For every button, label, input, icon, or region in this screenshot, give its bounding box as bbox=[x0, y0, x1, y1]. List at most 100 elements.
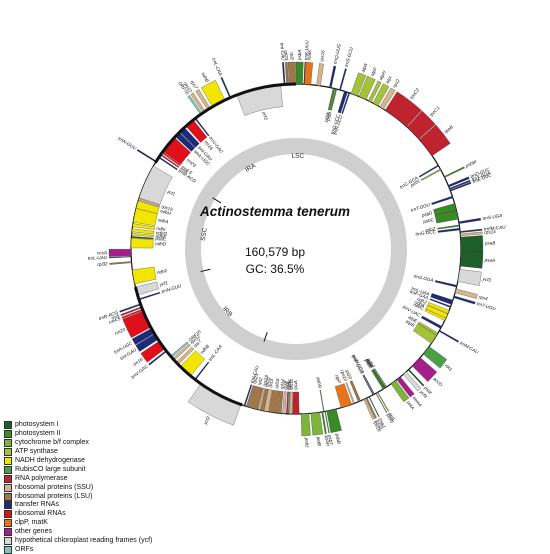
gene-label-rpoA: rpoA bbox=[293, 380, 298, 390]
gene-label-atpB: atpB bbox=[405, 319, 416, 328]
legend-swatch bbox=[4, 537, 12, 546]
gene-label-rpl22: rpl22 bbox=[264, 376, 271, 387]
gene-ndhC bbox=[424, 308, 447, 321]
gene-rbcL bbox=[422, 346, 448, 369]
gene-trnP-UGG bbox=[362, 375, 374, 396]
region-ira bbox=[154, 82, 296, 164]
gene-label-atpF: atpF bbox=[370, 65, 379, 77]
gene-trnN-GUU bbox=[136, 149, 157, 163]
gc-content: GC: 36.5% bbox=[245, 262, 305, 276]
gene-label-ndhH: ndhH bbox=[160, 208, 173, 216]
gene-label-rps8: rps8 bbox=[283, 380, 289, 390]
gene-label-petN: petN bbox=[409, 178, 421, 188]
gene-label-trnK-UUU: trnK-UUU bbox=[304, 40, 310, 61]
gene-label-rpl14: rpl14 bbox=[279, 378, 285, 389]
gene-label-rps16: rps16 bbox=[319, 50, 326, 63]
region-boundary-tick bbox=[263, 332, 268, 342]
gene-psbF bbox=[372, 369, 386, 389]
gene-label-rpl36: rpl36 bbox=[287, 379, 292, 390]
gene-rps19 bbox=[257, 388, 266, 411]
legend-label: ribosomal proteins (SSU) bbox=[15, 483, 94, 491]
gene-petD bbox=[300, 413, 311, 437]
gene-rps8 bbox=[282, 391, 287, 414]
gene-ndhF bbox=[132, 266, 157, 284]
gene-label-ccsA: ccsA bbox=[97, 250, 107, 255]
gene-cemA bbox=[396, 376, 415, 398]
gene-ndhH bbox=[135, 200, 160, 214]
legend-item: NADH dehydrogenase bbox=[4, 457, 204, 466]
region-boundary-tick bbox=[200, 268, 211, 273]
gene-psbI bbox=[330, 88, 338, 111]
gene-label-rps12: rps12 bbox=[339, 369, 348, 382]
legend-swatch bbox=[4, 448, 12, 457]
gene-petL bbox=[377, 391, 390, 412]
region-label-ira: IRA bbox=[244, 162, 257, 174]
gene-label-psbC: psbC bbox=[422, 217, 435, 224]
legend-swatch bbox=[4, 474, 12, 483]
gene-psaI bbox=[407, 368, 425, 387]
gene-label-trnI-CAU: trnI-CAU bbox=[279, 42, 285, 61]
gene-label-trnQ-UUG: trnQ-UUG bbox=[333, 43, 342, 65]
legend-swatch bbox=[4, 457, 12, 465]
gene-label-ndhA: ndhA bbox=[158, 217, 170, 224]
gene-label-trnR-ACG: trnR-ACG bbox=[98, 310, 119, 322]
gene-label-rpl2: rpl2 bbox=[289, 52, 294, 60]
gene-label-ycf4: ycf4 bbox=[418, 389, 428, 400]
gene-label-trnN-GUU: trnN-GUU bbox=[117, 136, 138, 151]
legend-label: other genes bbox=[15, 528, 52, 536]
legend-swatch bbox=[4, 510, 12, 519]
legend-swatch bbox=[4, 430, 12, 439]
gene-trnM-CAU bbox=[438, 330, 459, 343]
gene-label-ycf1: ycf1 bbox=[158, 280, 169, 287]
species-name: Actinostemma tenerum bbox=[199, 204, 351, 219]
gene-label-ndhI: ndhI bbox=[156, 226, 166, 232]
gene-psbA bbox=[295, 61, 304, 85]
gene-label-atpA: atpA bbox=[360, 62, 368, 73]
gene-label-petD: petD bbox=[304, 437, 310, 449]
gene-trnF-GAA bbox=[429, 298, 451, 308]
gene-label-rps12: rps12 bbox=[183, 81, 194, 94]
gene-trnQ-UUG bbox=[329, 65, 337, 88]
legend-item: photosystem II bbox=[4, 430, 204, 439]
gene-label-psbN: psbN bbox=[316, 376, 323, 389]
gene-ycf3 bbox=[457, 269, 482, 286]
gene-label-psbH: psbH bbox=[324, 434, 331, 447]
gene-trnS-GGA bbox=[434, 280, 458, 288]
legend-swatch bbox=[4, 519, 12, 528]
gene-layer bbox=[108, 61, 484, 437]
gene-trnW-CCA bbox=[363, 374, 375, 395]
legend-swatch bbox=[4, 483, 12, 492]
gene-label-petA: petA bbox=[405, 399, 415, 410]
gene-label-atpI: atpI bbox=[385, 75, 393, 85]
gene-label-psaJ: psaJ bbox=[377, 416, 387, 428]
gene-trnI-CAU bbox=[282, 62, 286, 85]
gene-label-trnG-GCC: trnG-GCC bbox=[415, 229, 437, 237]
gene-trnY-GUA bbox=[449, 179, 471, 190]
gene-psaJ bbox=[368, 396, 380, 417]
legend-item: ribosomal proteins (SSU) bbox=[4, 483, 204, 492]
legend-label: cytochrome b/f complex bbox=[15, 439, 89, 447]
gene-label-trnM-CAU: trnM-CAU bbox=[459, 340, 480, 355]
gene-trnC-GCA bbox=[418, 164, 439, 178]
legend-label: NADH dehydrogenase bbox=[15, 457, 86, 464]
gene-label-rbcL: rbcL bbox=[444, 363, 454, 373]
gene-label-rps18: rps18 bbox=[372, 420, 382, 433]
gene-label-trnL-CAA: trnL-CAA bbox=[208, 344, 224, 362]
gene-label-rps7: rps7 bbox=[190, 79, 199, 90]
gene-rpl23 bbox=[285, 62, 289, 85]
gene-label-rps2: rps2 bbox=[392, 78, 401, 89]
legend-item: hypothetical chloroplast reading frames … bbox=[4, 537, 204, 546]
gene-rpl33 bbox=[365, 397, 377, 419]
gene-ndhI bbox=[132, 223, 155, 230]
gene-label-ycf1: ycf1 bbox=[166, 188, 177, 197]
gene-label-rps4: rps4 bbox=[478, 294, 488, 301]
gene-psbJ bbox=[374, 368, 387, 388]
gene-label-petG: petG bbox=[385, 412, 395, 424]
gene-label-trnY-GUA: trnY-GUA bbox=[471, 170, 491, 182]
gene-ndhD bbox=[130, 238, 154, 249]
gene-petN bbox=[420, 168, 442, 181]
gene-label-rps19: rps19 bbox=[262, 374, 270, 387]
gene-label-trnS-UGA: trnS-UGA bbox=[482, 213, 502, 221]
gene-trnR-UCU bbox=[341, 92, 351, 115]
gene-label-psaB: psaB bbox=[484, 240, 496, 245]
